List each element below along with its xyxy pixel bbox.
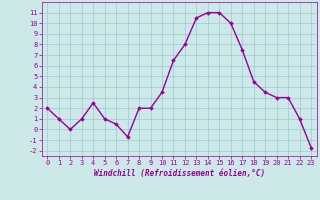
X-axis label: Windchill (Refroidissement éolien,°C): Windchill (Refroidissement éolien,°C) bbox=[94, 169, 265, 178]
